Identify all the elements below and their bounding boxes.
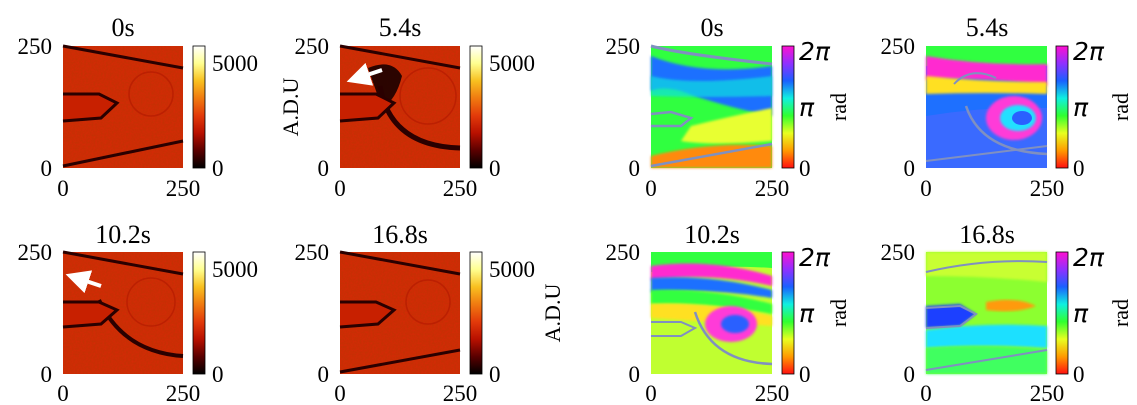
intensity-panel-5-4s: 5.4s 250 0 0 250 A.D.U 5000 0 xyxy=(278,13,535,201)
y-tick-max: 250 xyxy=(18,240,53,265)
phase-colorbar: 2π π 0 rad xyxy=(1055,37,1133,181)
phase-image xyxy=(650,44,773,168)
colorbar-label-left: A.D.U xyxy=(278,78,303,137)
colorbar-tick-min: 0 xyxy=(489,362,501,387)
intensity-image xyxy=(62,44,184,168)
panel-title: 10.2s xyxy=(95,220,151,249)
x-tick-max: 250 xyxy=(1030,381,1065,405)
intensity-colorbar: 5000 0 xyxy=(192,251,258,387)
colorbar-tick-pi: π xyxy=(1073,299,1089,328)
colorbar-tick-pi: π xyxy=(799,299,815,328)
panel-title: 16.8s xyxy=(372,220,428,249)
x-tick-min: 0 xyxy=(334,176,346,201)
panel-title: 10.2s xyxy=(684,220,740,249)
phase-image xyxy=(651,252,773,374)
phase-colorbar: 2π π 0 rad xyxy=(781,37,851,181)
panel-title: 5.4s xyxy=(966,13,1009,42)
x-tick-min: 0 xyxy=(920,176,932,201)
y-tick-max: 250 xyxy=(295,34,330,59)
y-tick-min: 0 xyxy=(904,156,916,181)
intensity-panel-16-8s: 16.8s 250 0 0 250 A.D.U 5000 0 xyxy=(295,220,566,405)
intensity-image xyxy=(339,250,461,374)
intensity-image xyxy=(62,250,184,374)
x-tick-max: 250 xyxy=(443,176,478,201)
y-tick-max: 250 xyxy=(18,34,53,59)
panel-title: 0s xyxy=(700,13,723,42)
y-tick-max: 250 xyxy=(606,240,641,265)
x-tick-min: 0 xyxy=(920,381,932,405)
y-tick-min: 0 xyxy=(629,362,641,387)
x-tick-max: 250 xyxy=(755,381,790,405)
flow-arrow xyxy=(346,62,383,86)
colorbar-tick-min: 0 xyxy=(212,156,224,181)
y-tick-min: 0 xyxy=(41,156,53,181)
colorbar-tick-pi: π xyxy=(799,93,815,122)
y-tick-max: 250 xyxy=(881,34,916,59)
phase-colorbar: 2π π 0 rad xyxy=(781,243,851,387)
x-tick-max: 250 xyxy=(755,176,790,201)
x-tick-min: 0 xyxy=(57,381,69,405)
colorbar-label: rad xyxy=(1108,299,1133,327)
y-tick-max: 250 xyxy=(881,240,916,265)
panel-title: 0s xyxy=(111,13,134,42)
colorbar-tick-0: 0 xyxy=(1073,362,1085,387)
phase-image xyxy=(925,252,1048,374)
colorbar-label: A.D.U xyxy=(540,284,565,343)
flow-arrow xyxy=(65,270,102,294)
phase-panel-16-8s: 16.8s 250 0 0 250 2π π 0 rad xyxy=(881,220,1134,405)
colorbar-label: rad xyxy=(1108,93,1133,121)
phase-image xyxy=(925,46,1048,168)
phase-colorbar: 2π π 0 rad xyxy=(1055,243,1133,387)
y-tick-max: 250 xyxy=(606,34,641,59)
colorbar-tick-max: 5000 xyxy=(212,257,258,282)
phase-panel-10-2s: 10.2s 250 0 0 250 2π π 0 rad xyxy=(606,220,852,405)
intensity-colorbar: 5000 0 xyxy=(192,45,258,181)
colorbar-tick-max: 5000 xyxy=(212,51,258,76)
y-tick-min: 0 xyxy=(629,156,641,181)
colorbar-tick-2pi: 2π xyxy=(799,37,831,66)
x-tick-max: 250 xyxy=(166,381,201,405)
intensity-panel-0s: 0s 250 0 0 250 5000 0 xyxy=(18,13,259,201)
colorbar-tick-2pi: 2π xyxy=(1073,37,1105,66)
intensity-colorbar: 5000 0 xyxy=(469,251,535,387)
y-tick-max: 250 xyxy=(295,240,330,265)
colorbar-tick-max: 5000 xyxy=(489,51,535,76)
x-tick-min: 0 xyxy=(645,176,657,201)
colorbar-tick-pi: π xyxy=(1073,93,1089,122)
x-tick-min: 0 xyxy=(645,381,657,405)
x-tick-max: 250 xyxy=(1030,176,1065,201)
colorbar-tick-min: 0 xyxy=(489,156,501,181)
colorbar-label: rad xyxy=(826,299,851,327)
y-tick-min: 0 xyxy=(904,362,916,387)
intensity-panel-10-2s: 10.2s 250 0 0 250 5000 0 xyxy=(18,220,259,405)
colorbar-tick-min: 0 xyxy=(212,362,224,387)
colorbar-tick-0: 0 xyxy=(799,156,811,181)
colorbar-tick-2pi: 2π xyxy=(1073,243,1105,272)
panel-title: 16.8s xyxy=(959,220,1015,249)
colorbar-tick-0: 0 xyxy=(1073,156,1085,181)
colorbar-tick-2pi: 2π xyxy=(799,243,831,272)
intensity-colorbar: 5000 0 xyxy=(469,45,535,181)
phase-panel-5-4s: 5.4s 250 0 0 250 2π π 0 rad xyxy=(881,13,1134,201)
y-tick-min: 0 xyxy=(318,156,330,181)
colorbar-tick-0: 0 xyxy=(799,362,811,387)
x-tick-min: 0 xyxy=(334,381,346,405)
panel-title: 5.4s xyxy=(379,13,422,42)
x-tick-min: 0 xyxy=(57,176,69,201)
intensity-image xyxy=(339,44,461,168)
colorbar-tick-max: 5000 xyxy=(489,257,535,282)
x-tick-max: 250 xyxy=(443,381,478,405)
x-tick-max: 250 xyxy=(166,176,201,201)
colorbar-label: rad xyxy=(826,93,851,121)
y-tick-min: 0 xyxy=(41,362,53,387)
phase-panel-0s: 0s 250 0 0 250 2π π 0 rad xyxy=(606,13,852,201)
y-tick-min: 0 xyxy=(318,362,330,387)
